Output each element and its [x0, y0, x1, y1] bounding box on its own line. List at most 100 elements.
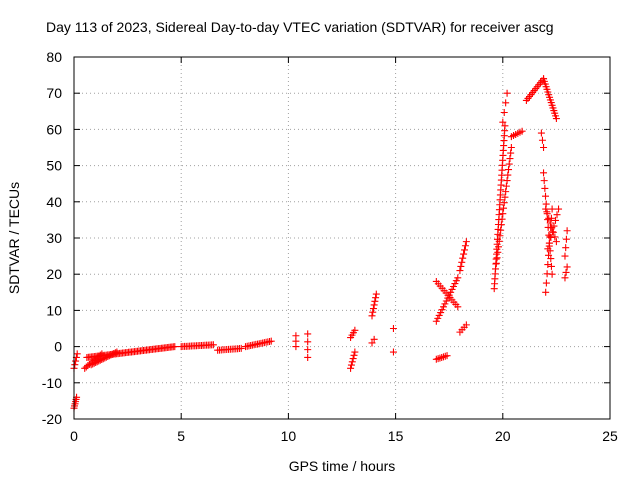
x-tick-label: 15 [388, 428, 404, 444]
y-tick-label: 70 [46, 85, 62, 101]
data-point [505, 166, 513, 174]
data-point [349, 355, 357, 363]
data-point [507, 144, 515, 151]
data-point [90, 359, 98, 367]
data-point [497, 221, 505, 229]
data-point [503, 89, 511, 97]
data-point [546, 219, 554, 227]
data-point [459, 254, 467, 262]
data-point [441, 300, 449, 308]
data-point [372, 294, 380, 302]
data-point [502, 188, 510, 196]
data-point [304, 338, 312, 346]
data-point [442, 297, 450, 305]
data-point [449, 283, 457, 291]
y-tick-label: 20 [46, 266, 62, 282]
data-point [500, 204, 508, 212]
data-point [92, 358, 100, 366]
y-tick-label: -10 [42, 375, 62, 391]
data-point [458, 258, 466, 266]
y-tick-label: 50 [46, 158, 62, 174]
data-point [443, 352, 451, 360]
data-point [348, 358, 356, 366]
data-point [500, 199, 508, 207]
data-point [171, 343, 179, 351]
data-point [552, 115, 560, 123]
data-point [548, 224, 556, 232]
data-point [461, 242, 469, 250]
data-point [538, 136, 546, 144]
data-point [492, 259, 500, 267]
data-point [209, 341, 217, 349]
data-point [304, 353, 312, 361]
data-point [89, 360, 97, 368]
data-point [87, 361, 95, 369]
data-point [369, 305, 377, 313]
y-tick-label: 30 [46, 230, 62, 246]
data-point [506, 155, 514, 163]
data-point [562, 244, 570, 252]
data-point [547, 262, 555, 270]
x-tick-label: 25 [602, 428, 618, 444]
data-point [545, 251, 553, 259]
data-point [562, 268, 570, 276]
data-point [462, 321, 470, 329]
data-point [72, 357, 80, 365]
chart-title: Day 113 of 2023, Sidereal Day-to-day VTE… [46, 19, 554, 35]
y-tick-label: 60 [46, 121, 62, 137]
y-tick-labels: -20 -10 0 10 20 30 40 50 60 70 80 [42, 49, 62, 427]
data-point [438, 306, 446, 314]
data-point [542, 192, 550, 200]
data-point [495, 243, 503, 251]
data-point [370, 301, 378, 309]
data-point [351, 348, 359, 356]
data-point [432, 317, 440, 325]
data-point [502, 99, 510, 107]
data-point [454, 274, 462, 282]
data-point [292, 332, 300, 340]
data-point [457, 262, 465, 270]
data-point [435, 311, 443, 319]
x-tick-label: 20 [495, 428, 511, 444]
data-point [456, 267, 464, 275]
data-point [561, 252, 569, 260]
data-point [267, 337, 275, 345]
data-points [70, 75, 571, 412]
data-point [372, 290, 380, 298]
data-point [541, 184, 549, 192]
data-point [495, 237, 503, 245]
data-point [369, 308, 377, 316]
data-point [304, 330, 312, 338]
x-axis-label: GPS time / hours [289, 458, 396, 474]
data-point [507, 149, 515, 157]
data-point [451, 280, 459, 288]
data-point [540, 169, 548, 177]
data-point [503, 177, 511, 185]
data-point [543, 210, 551, 218]
data-point [351, 326, 359, 334]
data-point [548, 205, 556, 213]
data-point [505, 160, 513, 168]
x-tick-label: 0 [70, 428, 78, 444]
data-point [493, 254, 501, 262]
data-point [462, 238, 470, 246]
data-point [498, 215, 506, 223]
data-point [454, 303, 462, 311]
data-point [537, 129, 545, 137]
data-point [545, 239, 553, 247]
data-point [544, 261, 552, 269]
data-point [371, 297, 379, 305]
data-point [563, 227, 571, 235]
data-point [499, 210, 507, 218]
plot-frame [73, 56, 611, 420]
data-point [545, 214, 553, 222]
y-tick-label: 10 [46, 302, 62, 318]
data-point [347, 364, 355, 372]
data-point [434, 314, 442, 322]
data-point [542, 288, 550, 296]
x-tick-label: 10 [281, 428, 297, 444]
data-point [448, 285, 456, 293]
data-point [347, 361, 355, 369]
